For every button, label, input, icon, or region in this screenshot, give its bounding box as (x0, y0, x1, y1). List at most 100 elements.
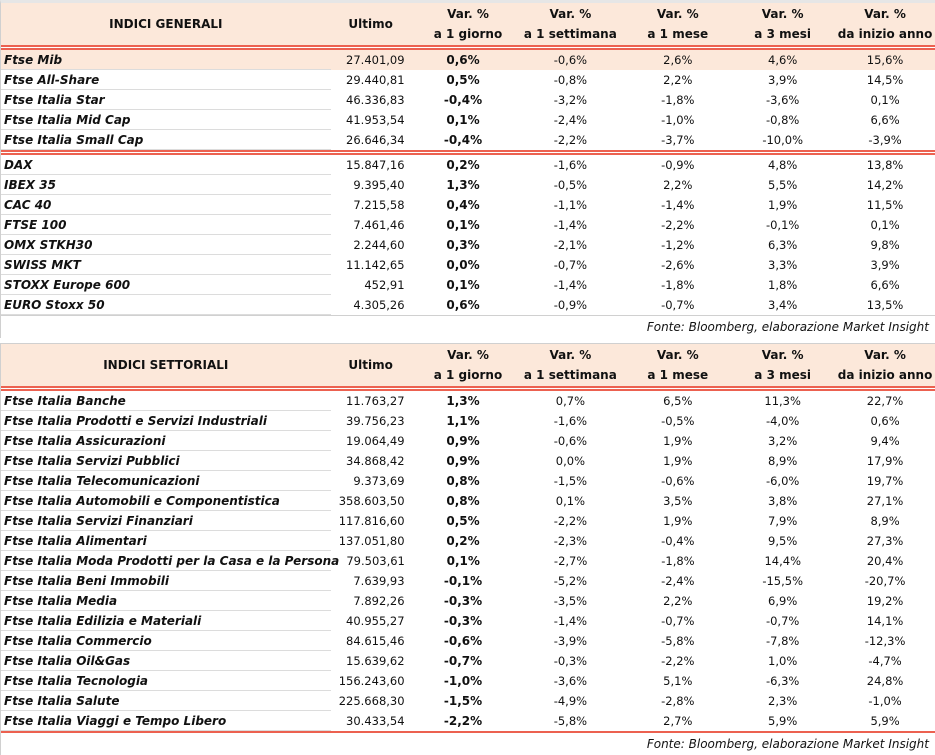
cell-var-1-mese: -1,8% (661, 554, 695, 568)
cell-var-3-mesi: 1,8% (768, 278, 798, 292)
cell-var-ytd: 0,1% (870, 218, 900, 232)
cell-index-name: CAC 40 (1, 195, 331, 215)
cell-var-ytd: 14,2% (866, 178, 904, 192)
divider (1, 150, 935, 155)
cell-var-3-mesi: 11,3% (764, 394, 801, 408)
cell-var-ytd: 19,2% (866, 594, 904, 608)
header-line-2: da inizio anno (837, 27, 933, 41)
cell-var-ytd: 3,9% (870, 258, 900, 272)
header-line-2: a 1 mese (647, 368, 709, 382)
header-line-1: Var. % (447, 348, 489, 362)
table-header: INDICI SETTORIALI Ultimo Var. % a 1 giorno V… (1, 344, 935, 386)
section-title: INDICI SETTORIALI (103, 358, 229, 372)
cell-index-name: FTSE 100 (1, 215, 331, 235)
cell-var-ytd: 5,9% (870, 714, 900, 728)
table-row: Ftse Italia Star 46.336,83 -0,4% -3,2% -1,8%… (1, 90, 935, 110)
cell-var-1-mese: 1,9% (663, 514, 693, 528)
cell-var-1-giorno: 0,8% (446, 494, 480, 508)
header-line-2: da inizio anno (837, 368, 933, 382)
cell-var-1-mese: -1,8% (661, 278, 695, 292)
cell-var-1-settimana: -1,4% (553, 614, 588, 628)
cell-index-name: Ftse Italia Star (1, 90, 331, 110)
cell-var-1-mese: -3,7% (661, 133, 695, 147)
header-ultimo: Ultimo (348, 358, 393, 372)
cell-var-1-giorno: 0,6% (446, 298, 480, 312)
cell-ultimo: 7.892,26 (353, 594, 405, 608)
cell-var-3-mesi: 3,9% (768, 73, 798, 87)
cell-var-ytd: 24,8% (866, 674, 904, 688)
table-row: Ftse Italia Assicurazioni 19.064,49 0,9% -0… (1, 431, 935, 451)
cell-var-ytd: 14,5% (866, 73, 904, 87)
cell-var-1-mese: -0,5% (661, 414, 695, 428)
cell-var-3-mesi: -15,5% (762, 574, 803, 588)
table-row: Ftse Italia Edilizia e Materiali 40.955,2… (1, 611, 935, 631)
table-row: IBEX 35 9.395,40 1,3% -0,5% 2,2% 5,5% 14,2% (1, 175, 935, 195)
header-line-1: Var. % (549, 348, 592, 362)
cell-var-1-settimana: -1,1% (553, 198, 588, 212)
cell-var-1-giorno: -0,7% (443, 654, 483, 668)
table-row: Ftse Italia Media 7.892,26 -0,3% -3,5% 2,2% 6… (1, 591, 935, 611)
divider (1, 386, 935, 391)
header-line-2: a 3 mesi (754, 27, 811, 41)
indici-generali-table: INDICI GENERALI Ultimo Var. % a 1 giorno Var… (0, 0, 935, 338)
cell-var-1-settimana: -3,5% (553, 594, 588, 608)
cell-var-3-mesi: -0,1% (765, 218, 800, 232)
cell-var-1-settimana: -2,4% (553, 113, 588, 127)
cell-index-name: DAX (1, 155, 331, 175)
table-row: STOXX Europe 600 452,91 0,1% -1,4% -1,8% 1,8%… (1, 275, 935, 295)
header-var-3-mesi: Var. % a 3 mesi (730, 4, 835, 44)
cell-index-name: Ftse Italia Automobili e Componentistica (1, 491, 331, 511)
cell-var-3-mesi: 6,9% (768, 594, 798, 608)
header-line-1: Var. % (549, 7, 592, 21)
cell-var-1-settimana: -1,6% (553, 414, 588, 428)
cell-var-1-mese: 1,9% (663, 454, 693, 468)
cell-var-1-mese: -0,7% (661, 614, 695, 628)
cell-var-1-settimana: -2,1% (553, 238, 588, 252)
table-row: Ftse Italia Telecomunicazioni 9.373,69 0,8… (1, 471, 935, 491)
cell-var-1-settimana: -2,2% (553, 133, 588, 147)
cell-ultimo: 358.603,50 (338, 494, 405, 508)
table-row: Ftse Italia Oil&Gas 15.639,62 -0,7% -0,3% -2… (1, 651, 935, 671)
cell-index-name: Ftse Italia Tecnologia (1, 671, 331, 691)
source-note: Fonte: Bloomberg, elaborazione Market In… (1, 315, 935, 338)
cell-ultimo: 15.639,62 (346, 654, 405, 668)
header-line-2: a 1 settimana (523, 27, 617, 41)
cell-var-3-mesi: -0,7% (765, 614, 800, 628)
cell-var-1-mese: -2,8% (661, 694, 695, 708)
header-var-1-giorno: Var. % a 1 giorno (411, 345, 516, 385)
cell-var-ytd: 9,4% (870, 434, 900, 448)
cell-var-1-giorno: 1,1% (446, 414, 480, 428)
cell-var-3-mesi: 8,9% (768, 454, 798, 468)
header-line-2: a 1 giorno (433, 368, 503, 382)
cell-var-1-settimana: -0,6% (553, 53, 588, 67)
cell-var-ytd: 19,7% (866, 474, 904, 488)
cell-var-1-settimana: -0,5% (553, 178, 588, 192)
cell-var-1-giorno: 0,5% (446, 514, 480, 528)
cell-var-1-giorno: -2,2% (443, 714, 483, 728)
table-row: Ftse Italia Commercio 84.615,46 -0,6% -3,9%… (1, 631, 935, 651)
cell-var-1-giorno: -0,6% (443, 634, 483, 648)
cell-ultimo: 7.461,46 (353, 218, 405, 232)
cell-var-1-settimana: -5,2% (553, 574, 588, 588)
cell-var-1-giorno: 0,8% (446, 474, 480, 488)
header-var-1-settimana: Var. % a 1 settimana (515, 345, 625, 385)
cell-var-1-mese: -1,4% (661, 198, 695, 212)
table-row: Ftse Italia Beni Immobili 7.639,93 -0,1% -5… (1, 571, 935, 591)
cell-index-name: OMX STKH30 (1, 235, 331, 255)
cell-var-3-mesi: 5,5% (768, 178, 798, 192)
cell-var-1-giorno: -0,4% (443, 133, 483, 147)
cell-var-1-mese: 2,2% (663, 73, 693, 87)
header-line-1: Var. % (761, 7, 804, 21)
cell-var-3-mesi: 3,3% (768, 258, 798, 272)
header-line-1: Var. % (656, 348, 699, 362)
cell-var-1-giorno: 0,9% (446, 434, 480, 448)
cell-var-1-mese: -5,8% (661, 634, 695, 648)
cell-var-1-settimana: -0,9% (553, 298, 588, 312)
cell-ultimo: 137.051,80 (338, 534, 405, 548)
cell-index-name: Ftse Italia Beni Immobili (1, 571, 331, 591)
cell-var-ytd: 8,9% (870, 514, 900, 528)
cell-ultimo: 452,91 (364, 278, 405, 292)
cell-var-1-mese: -2,4% (661, 574, 695, 588)
cell-var-1-giorno: 0,2% (446, 534, 480, 548)
cell-var-1-mese: 2,6% (663, 53, 693, 67)
